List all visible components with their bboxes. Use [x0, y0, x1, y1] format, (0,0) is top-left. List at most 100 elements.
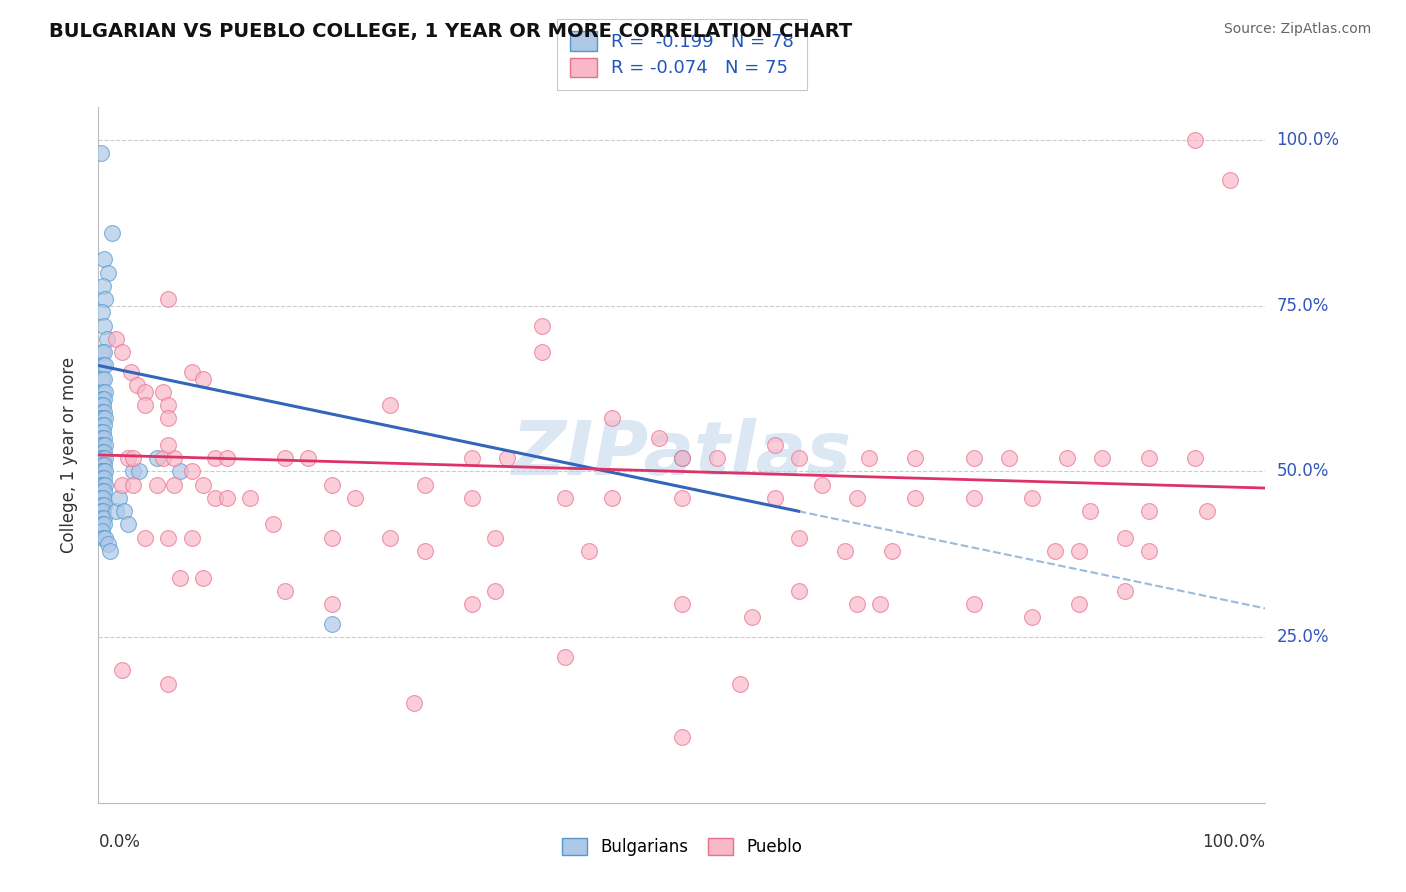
Point [91, 491, 114, 505]
Point [215, 491, 238, 505]
Point [125, 378, 148, 392]
Point [90, 372, 112, 386]
Point [180, 465, 202, 479]
Point [904, 451, 927, 466]
Point [90, 431, 112, 445]
Text: 25.0%: 25.0% [1277, 628, 1329, 646]
Text: 100.0%: 100.0% [1202, 833, 1265, 851]
Point [104, 332, 127, 346]
Point [94, 359, 117, 373]
Point [90, 418, 112, 433]
Point [93, 484, 115, 499]
Point [90, 438, 112, 452]
Point [671, 730, 693, 744]
Point [157, 676, 180, 690]
Point [90, 392, 112, 406]
Point [91, 398, 114, 412]
Point [600, 491, 623, 505]
Point [134, 384, 156, 399]
Point [93, 405, 115, 419]
Point [90, 484, 112, 499]
Point [1080, 504, 1102, 518]
Point [461, 491, 484, 505]
Point [1137, 451, 1160, 466]
Point [90, 405, 112, 419]
Text: 0.0%: 0.0% [98, 833, 141, 851]
Point [108, 491, 131, 505]
Point [93, 392, 115, 406]
Point [193, 372, 215, 386]
Point [962, 451, 984, 466]
Y-axis label: College, 1 year or more: College, 1 year or more [59, 357, 77, 553]
Point [134, 398, 156, 412]
Point [402, 697, 425, 711]
Point [93, 318, 115, 333]
Point [600, 411, 623, 425]
Point [111, 477, 134, 491]
Point [180, 531, 202, 545]
Point [1114, 531, 1136, 545]
Point [193, 477, 215, 491]
Point [204, 451, 226, 466]
Point [90, 451, 112, 466]
Point [90, 411, 112, 425]
Point [204, 491, 226, 505]
Legend: Bulgarians, Pueblo: Bulgarians, Pueblo [554, 830, 810, 864]
Point [90, 471, 112, 485]
Point [904, 491, 927, 505]
Point [157, 292, 180, 306]
Point [321, 597, 343, 611]
Point [94, 465, 117, 479]
Point [111, 663, 134, 677]
Point [1056, 451, 1078, 466]
Point [787, 451, 810, 466]
Point [122, 477, 145, 491]
Text: 50.0%: 50.0% [1277, 462, 1329, 481]
Point [94, 451, 117, 466]
Point [1114, 583, 1136, 598]
Text: BULGARIAN VS PUEBLO COLLEGE, 1 YEAR OR MORE CORRELATION CHART: BULGARIAN VS PUEBLO COLLEGE, 1 YEAR OR M… [49, 22, 852, 41]
Point [530, 345, 553, 359]
Point [163, 451, 186, 466]
Point [1137, 544, 1160, 558]
Point [112, 504, 135, 518]
Point [321, 477, 343, 491]
Point [1067, 544, 1090, 558]
Point [90, 504, 112, 518]
Point [869, 597, 891, 611]
Point [484, 531, 506, 545]
Point [91, 438, 114, 452]
Point [93, 252, 115, 267]
Point [157, 438, 180, 452]
Point [811, 477, 834, 491]
Point [90, 517, 112, 532]
Point [1021, 610, 1043, 624]
Point [90, 524, 112, 538]
Point [671, 491, 693, 505]
Point [578, 544, 600, 558]
Point [93, 418, 115, 433]
Point [461, 451, 484, 466]
Point [117, 451, 139, 466]
Point [98, 544, 121, 558]
Point [94, 477, 117, 491]
Point [297, 451, 319, 466]
Point [647, 431, 669, 445]
Point [413, 544, 436, 558]
Point [787, 531, 810, 545]
Point [741, 610, 763, 624]
Point [90, 398, 112, 412]
Text: ZIPatlas: ZIPatlas [512, 418, 852, 491]
Point [671, 451, 693, 466]
Point [101, 226, 124, 240]
Point [94, 292, 117, 306]
Point [1195, 504, 1218, 518]
Point [91, 359, 114, 373]
Point [90, 511, 112, 525]
Point [321, 531, 343, 545]
Point [1137, 504, 1160, 518]
Point [239, 491, 262, 505]
Point [94, 384, 117, 399]
Point [496, 451, 519, 466]
Point [215, 451, 238, 466]
